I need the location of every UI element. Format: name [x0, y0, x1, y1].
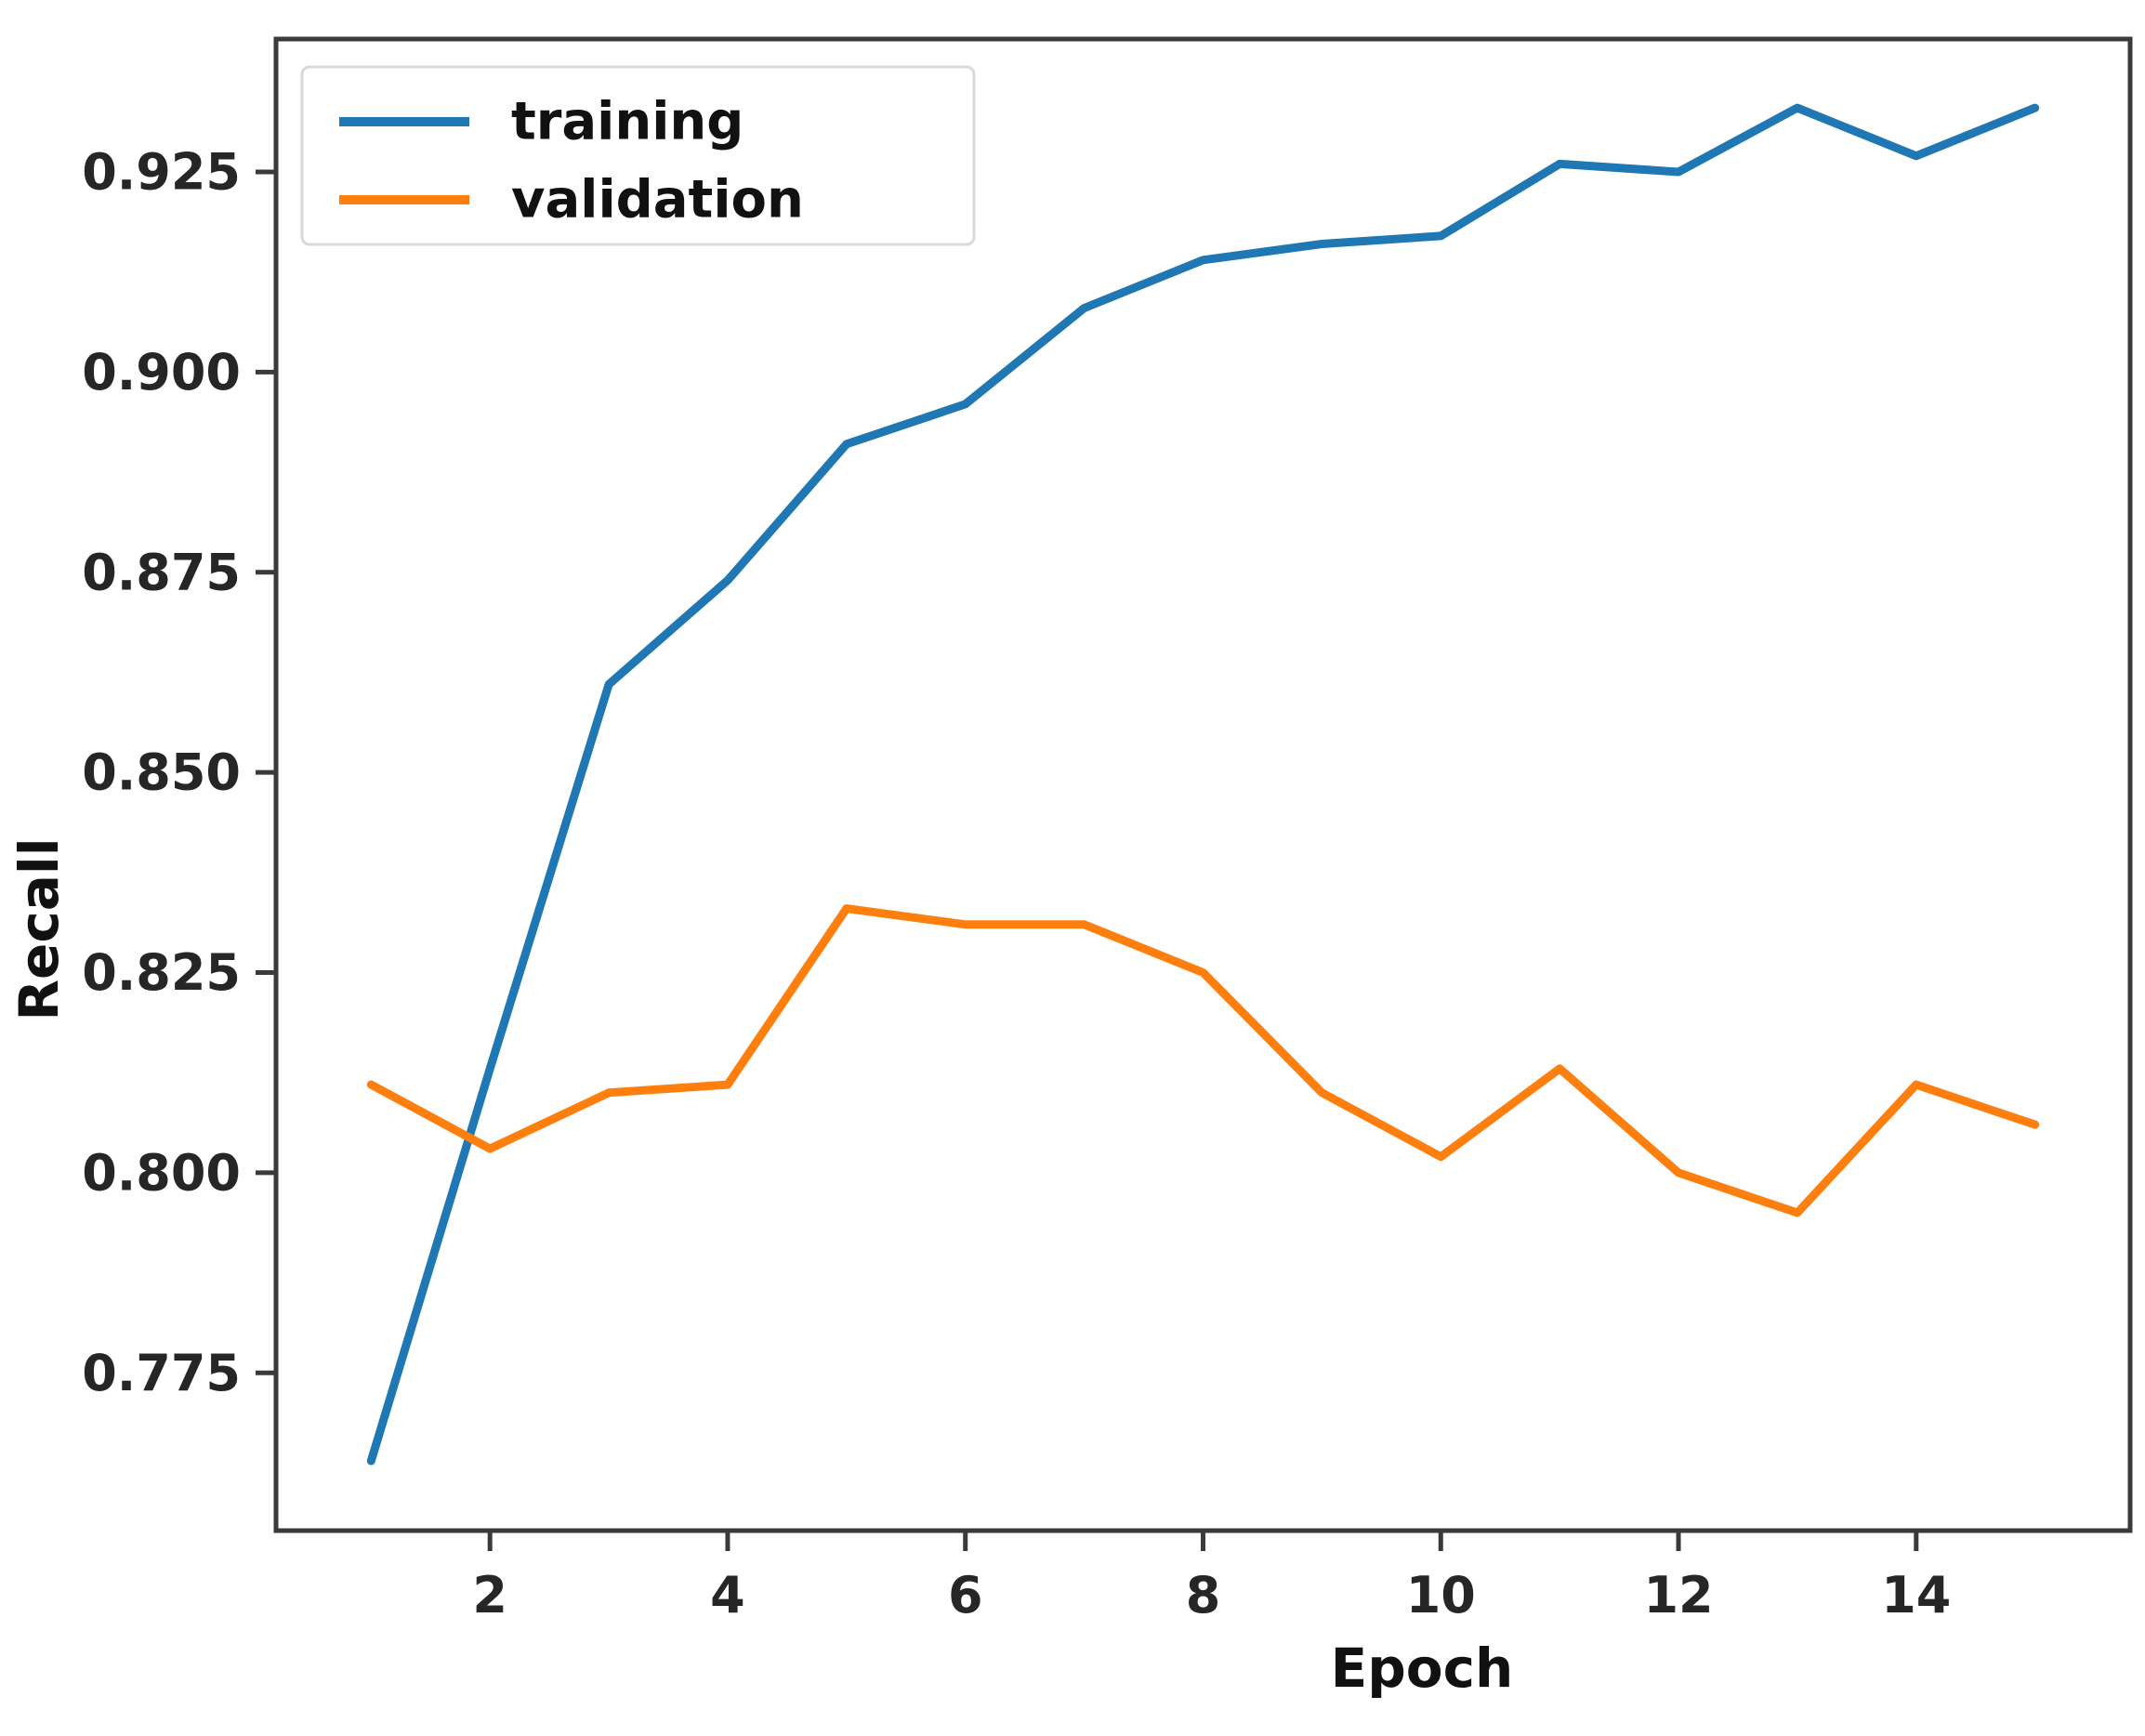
x-tick-label: 2 — [472, 1566, 507, 1624]
x-tick-label: 6 — [948, 1566, 983, 1624]
legend-validation-label: validation — [511, 170, 804, 230]
x-tick-label: 8 — [1186, 1566, 1221, 1624]
x-tick-label: 4 — [710, 1566, 745, 1624]
y-tick-label: 0.825 — [82, 943, 241, 1002]
legend-box — [300, 65, 976, 246]
validation-line — [366, 904, 2040, 1217]
y-tick-label: 0.900 — [82, 343, 241, 401]
x-tick-label: 10 — [1406, 1566, 1476, 1624]
y-tick-label: 0.775 — [82, 1344, 241, 1402]
x-axis-label: Epoch — [1331, 1637, 1514, 1700]
x-tick-label: 12 — [1643, 1566, 1713, 1624]
legend-training-label: training — [511, 92, 744, 152]
y-axis-label: Recall — [7, 837, 71, 1020]
training-line — [366, 103, 2040, 1466]
y-tick-label: 0.925 — [82, 143, 241, 202]
x-tick-label: 14 — [1881, 1566, 1951, 1624]
y-tick-label: 0.850 — [82, 743, 241, 802]
y-tick-label: 0.800 — [82, 1143, 241, 1202]
y-tick-label: 0.875 — [82, 543, 241, 601]
